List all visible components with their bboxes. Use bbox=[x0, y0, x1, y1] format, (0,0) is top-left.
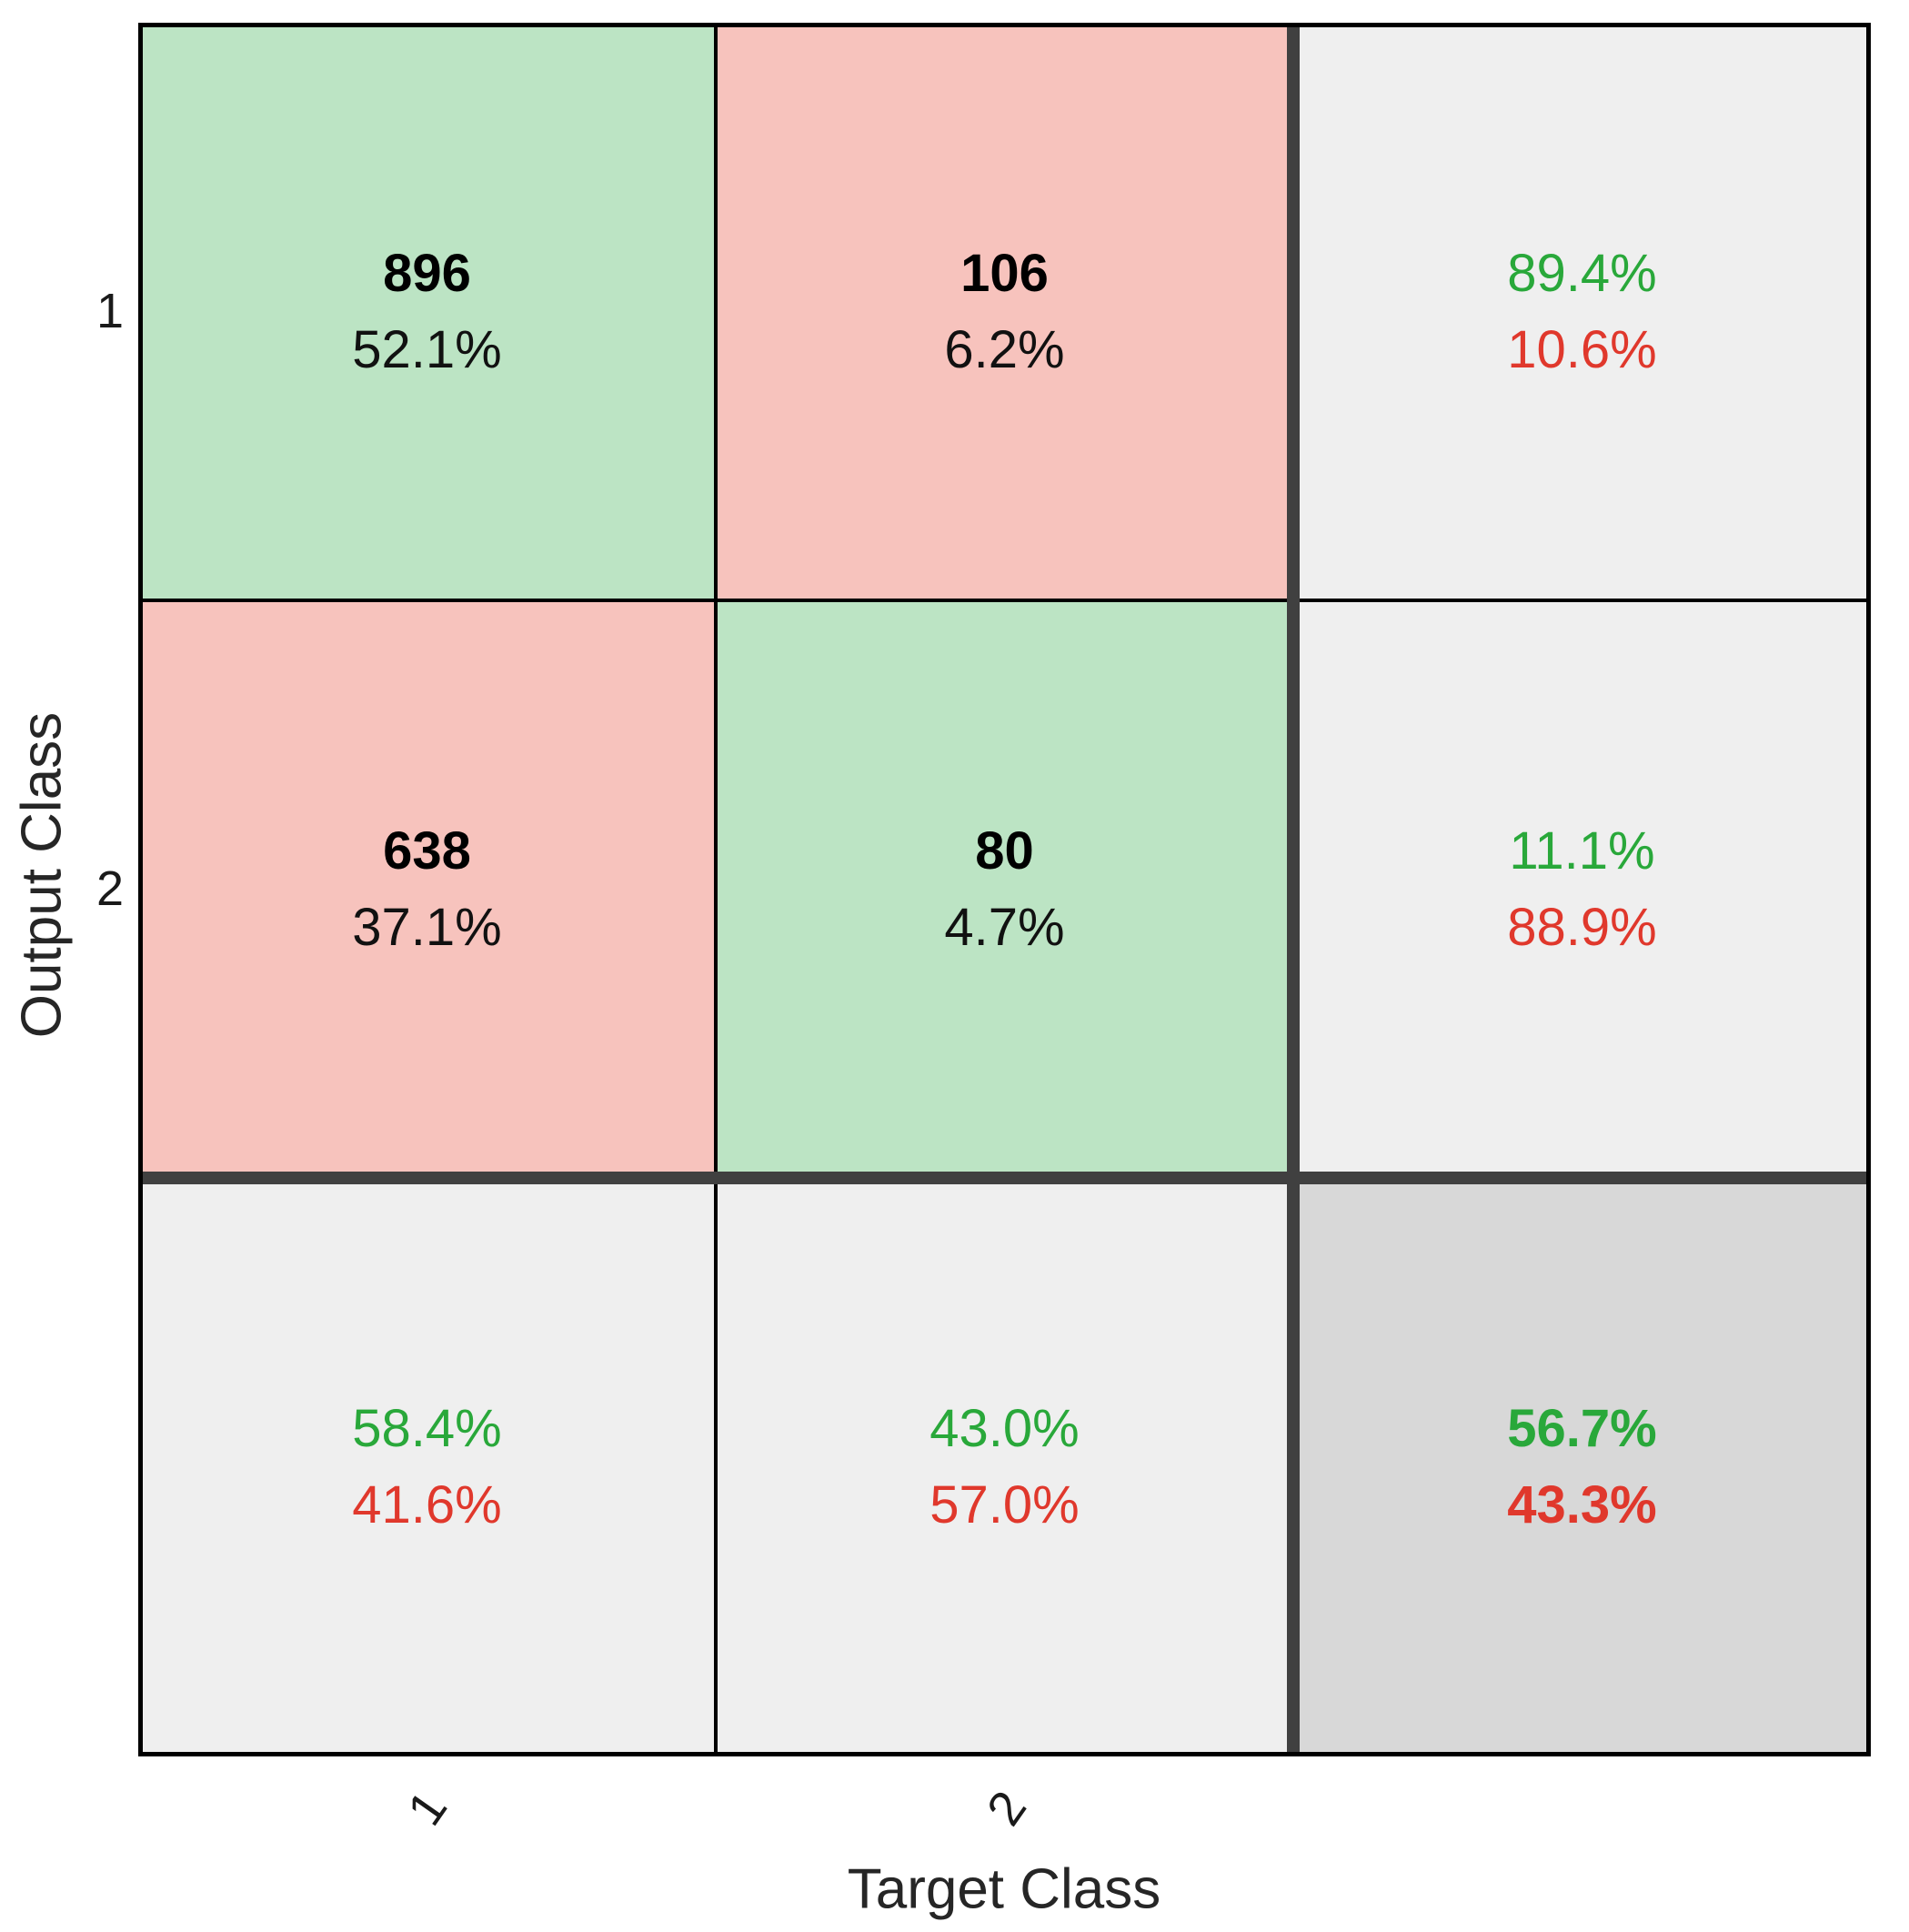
row-summary-incorrect-percent: 10.6% bbox=[1507, 319, 1657, 379]
cell-count: 896 bbox=[383, 243, 471, 303]
row-summary-correct-percent: 11.1% bbox=[1509, 820, 1655, 880]
cell-output1-target2: 106 6.2% bbox=[716, 23, 1293, 600]
grid-line-horizontal bbox=[138, 599, 1871, 602]
column-summary-incorrect-percent: 57.0% bbox=[929, 1474, 1080, 1535]
y-axis-title: Output Class bbox=[10, 711, 74, 1039]
row-summary-incorrect-percent: 88.9% bbox=[1507, 897, 1657, 957]
y-tick-label-1: 1 bbox=[95, 284, 124, 338]
x-axis-title: Target Class bbox=[847, 1857, 1161, 1921]
cell-output2-target1: 638 37.1% bbox=[138, 600, 716, 1178]
cell-percent: 4.7% bbox=[944, 897, 1065, 957]
cell-percent: 37.1% bbox=[352, 897, 502, 957]
cell-percent: 52.1% bbox=[352, 319, 502, 379]
overall-incorrect-percent: 43.3% bbox=[1507, 1474, 1657, 1535]
y-tick-label-2: 2 bbox=[95, 861, 124, 916]
column-summary-incorrect-percent: 41.6% bbox=[352, 1474, 502, 1535]
cell-count: 80 bbox=[975, 820, 1034, 880]
row-summary-output2: 11.1% 88.9% bbox=[1293, 600, 1871, 1178]
column-summary-correct-percent: 43.0% bbox=[929, 1398, 1080, 1458]
column-summary-target1: 58.4% 41.6% bbox=[138, 1178, 716, 1756]
summary-separator-horizontal bbox=[138, 1172, 1871, 1184]
x-tick-label-1: 1 bbox=[397, 1781, 458, 1836]
cell-output1-target1: 896 52.1% bbox=[138, 23, 716, 600]
x-tick-label-2: 2 bbox=[976, 1781, 1038, 1836]
cell-count: 638 bbox=[383, 820, 471, 880]
grid-line-vertical bbox=[714, 23, 718, 1756]
overall-accuracy-cell: 56.7% 43.3% bbox=[1293, 1178, 1871, 1756]
plot-area: 896 52.1% 106 6.2% 89.4% 10.6% 638 37.1%… bbox=[138, 23, 1871, 1756]
column-summary-target2: 43.0% 57.0% bbox=[716, 1178, 1293, 1756]
row-summary-correct-percent: 89.4% bbox=[1507, 243, 1657, 303]
summary-separator-vertical bbox=[1287, 23, 1300, 1756]
overall-correct-percent: 56.7% bbox=[1507, 1398, 1657, 1458]
cell-percent: 6.2% bbox=[944, 319, 1065, 379]
cell-count: 106 bbox=[960, 243, 1049, 303]
column-summary-correct-percent: 58.4% bbox=[352, 1398, 502, 1458]
row-summary-output1: 89.4% 10.6% bbox=[1293, 23, 1871, 600]
cell-output2-target2: 80 4.7% bbox=[716, 600, 1293, 1178]
